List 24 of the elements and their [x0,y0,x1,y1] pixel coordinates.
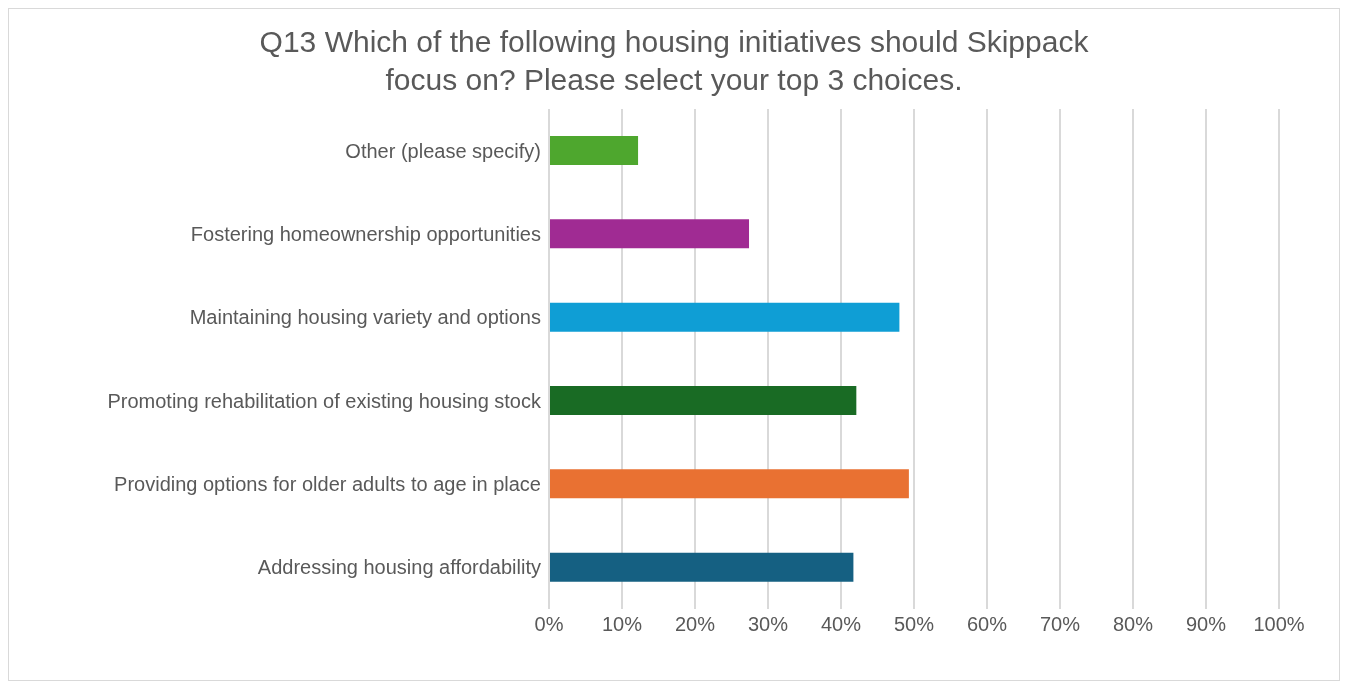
bar [549,302,900,332]
x-tick-label: 60% [966,613,1008,636]
x-tick-label: 90% [1185,613,1227,636]
chart-title: Q13 Which of the following housing initiatives should Skippack focus on? Please select your top 3 choices. [258,24,1090,98]
y-tick-label: Other (please specify) [345,139,541,162]
y-tick-label: Fostering homeownership opportunities [190,223,541,246]
x-tick-label: 10% [601,613,643,636]
x-tick-label: 40% [820,613,862,636]
y-tick-label: Promoting rehabilitation of existing housing stock [107,389,542,412]
x-tick-label: 20% [674,613,716,636]
x-tick-label: 70% [1039,613,1081,636]
y-tick-label: Maintaining housing variety and options [189,306,541,329]
bar [549,552,854,582]
bar [549,219,750,249]
x-tick-label: 50% [893,613,935,636]
x-tick-label: 0% [534,613,564,636]
x-tick-label: 100% [1253,613,1305,636]
x-tick-label: 80% [1112,613,1154,636]
bar [549,136,639,165]
bar [549,469,909,499]
bar [549,386,857,415]
x-tick-label: 30% [747,613,789,636]
y-tick-label: Addressing housing affordability [257,556,541,579]
y-tick-label: Providing options for older adults to age in place [114,473,541,496]
